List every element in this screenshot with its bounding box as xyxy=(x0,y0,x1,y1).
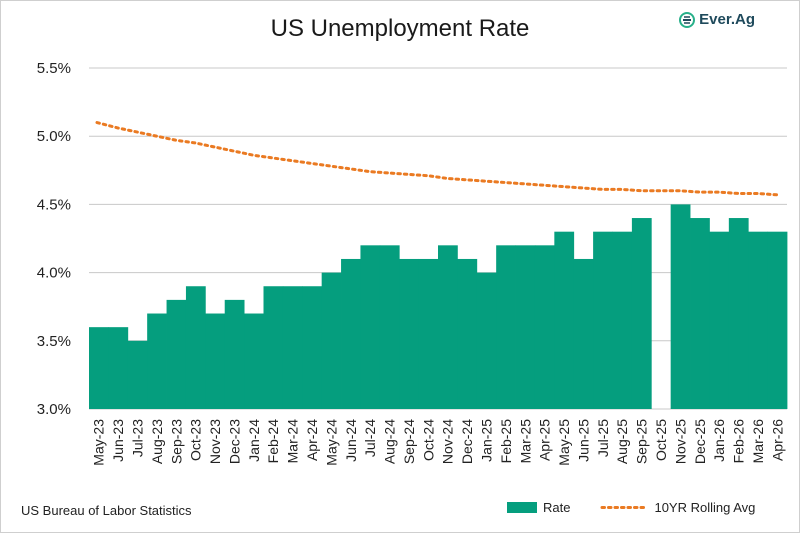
y-tick-label: 3.0% xyxy=(37,401,71,418)
bar xyxy=(534,245,555,409)
bar xyxy=(224,299,245,409)
bar xyxy=(670,204,691,409)
bar xyxy=(244,313,264,409)
x-tick-label: Sep-25 xyxy=(634,419,650,464)
bar xyxy=(728,218,749,409)
x-tick-label: May-24 xyxy=(323,419,339,466)
x-tick-label: Aug-25 xyxy=(614,419,630,464)
x-tick-label: Jul-25 xyxy=(595,419,611,457)
legend-label-rate: Rate xyxy=(543,500,571,515)
ever-ag-logo-icon xyxy=(679,11,696,28)
bar xyxy=(379,245,400,409)
brand-logo: Ever.Ag xyxy=(679,11,755,28)
x-tick-label: Feb-24 xyxy=(265,419,281,464)
x-tick-label: Oct-25 xyxy=(653,419,669,461)
bar xyxy=(476,272,497,409)
x-tick-label: Apr-24 xyxy=(304,419,320,461)
bar xyxy=(399,258,420,409)
x-tick-label: Jun-23 xyxy=(110,419,126,462)
x-tick-label: Jul-23 xyxy=(129,419,145,457)
bar xyxy=(263,286,284,409)
bar xyxy=(573,258,594,409)
y-tick-label: 4.5% xyxy=(37,196,71,213)
x-tick-label: Mar-26 xyxy=(750,419,766,464)
x-tick-label: Jan-25 xyxy=(478,419,494,462)
x-tick-label: Oct-24 xyxy=(420,419,436,461)
bar xyxy=(457,258,478,409)
x-tick-label: Dec-23 xyxy=(226,419,242,464)
x-tick-label: Jul-24 xyxy=(362,419,378,457)
bar xyxy=(690,218,710,409)
x-tick-label: Apr-26 xyxy=(769,419,785,461)
bar xyxy=(108,327,129,409)
bar xyxy=(341,258,361,409)
x-tick-label: Jan-24 xyxy=(246,419,262,462)
x-tick-label: Aug-24 xyxy=(382,419,398,464)
x-tick-label: Nov-23 xyxy=(207,419,223,464)
bar xyxy=(593,231,613,409)
bar xyxy=(127,340,148,409)
y-tick-label: 5.0% xyxy=(37,128,71,145)
bar xyxy=(418,258,439,409)
legend-swatch-rolling-avg xyxy=(600,506,648,509)
x-tick-label: May-25 xyxy=(556,419,572,466)
x-tick-label: Apr-25 xyxy=(537,419,553,461)
bar xyxy=(89,327,109,409)
x-tick-label: Nov-24 xyxy=(440,419,456,464)
bar xyxy=(515,245,536,409)
y-tick-label: 4.0% xyxy=(37,265,71,282)
legend-label-rolling-avg: 10YR Rolling Avg xyxy=(654,500,756,515)
x-tick-label: Oct-23 xyxy=(188,419,204,461)
x-tick-label: Jun-24 xyxy=(343,419,359,462)
x-tick-label: Sep-23 xyxy=(168,419,184,464)
bar xyxy=(767,231,788,409)
rolling-avg-line xyxy=(95,121,779,197)
bar xyxy=(612,231,633,409)
x-tick-label: Dec-25 xyxy=(692,419,708,464)
x-tick-label: Mar-25 xyxy=(517,419,533,464)
x-tick-label: Jan-26 xyxy=(711,419,727,462)
bar xyxy=(166,299,187,409)
x-tick-label: Feb-26 xyxy=(731,419,747,464)
logo-text: Ever.Ag xyxy=(699,11,755,28)
x-tick-label: May-23 xyxy=(91,419,107,466)
chart-legend: Rate 10YR Rolling Avg xyxy=(507,500,755,515)
chart-title: US Unemployment Rate xyxy=(270,15,530,42)
bar xyxy=(205,313,226,409)
bar xyxy=(185,286,206,409)
bar xyxy=(554,231,575,409)
x-tick-label: Aug-23 xyxy=(149,419,165,464)
bar xyxy=(147,313,167,409)
x-tick-label: Sep-24 xyxy=(401,419,417,464)
bar xyxy=(360,245,381,409)
y-tick-label: 3.5% xyxy=(37,333,71,350)
bar xyxy=(631,218,652,409)
legend-swatch-rate xyxy=(507,502,537,513)
x-tick-label: Mar-24 xyxy=(285,419,301,464)
y-tick-label: 5.5% xyxy=(37,60,71,77)
x-tick-label: Jun-25 xyxy=(575,419,591,462)
source-note: US Bureau of Labor Statistics xyxy=(21,503,192,518)
bar xyxy=(748,231,769,409)
bar xyxy=(496,245,516,409)
bar xyxy=(709,231,730,409)
bar xyxy=(321,272,342,409)
bar xyxy=(302,286,323,409)
x-tick-label: Nov-25 xyxy=(672,419,688,464)
x-tick-label: Dec-24 xyxy=(459,419,475,464)
x-tick-label: Feb-25 xyxy=(498,419,514,464)
bar xyxy=(438,245,458,409)
bar xyxy=(282,286,303,409)
